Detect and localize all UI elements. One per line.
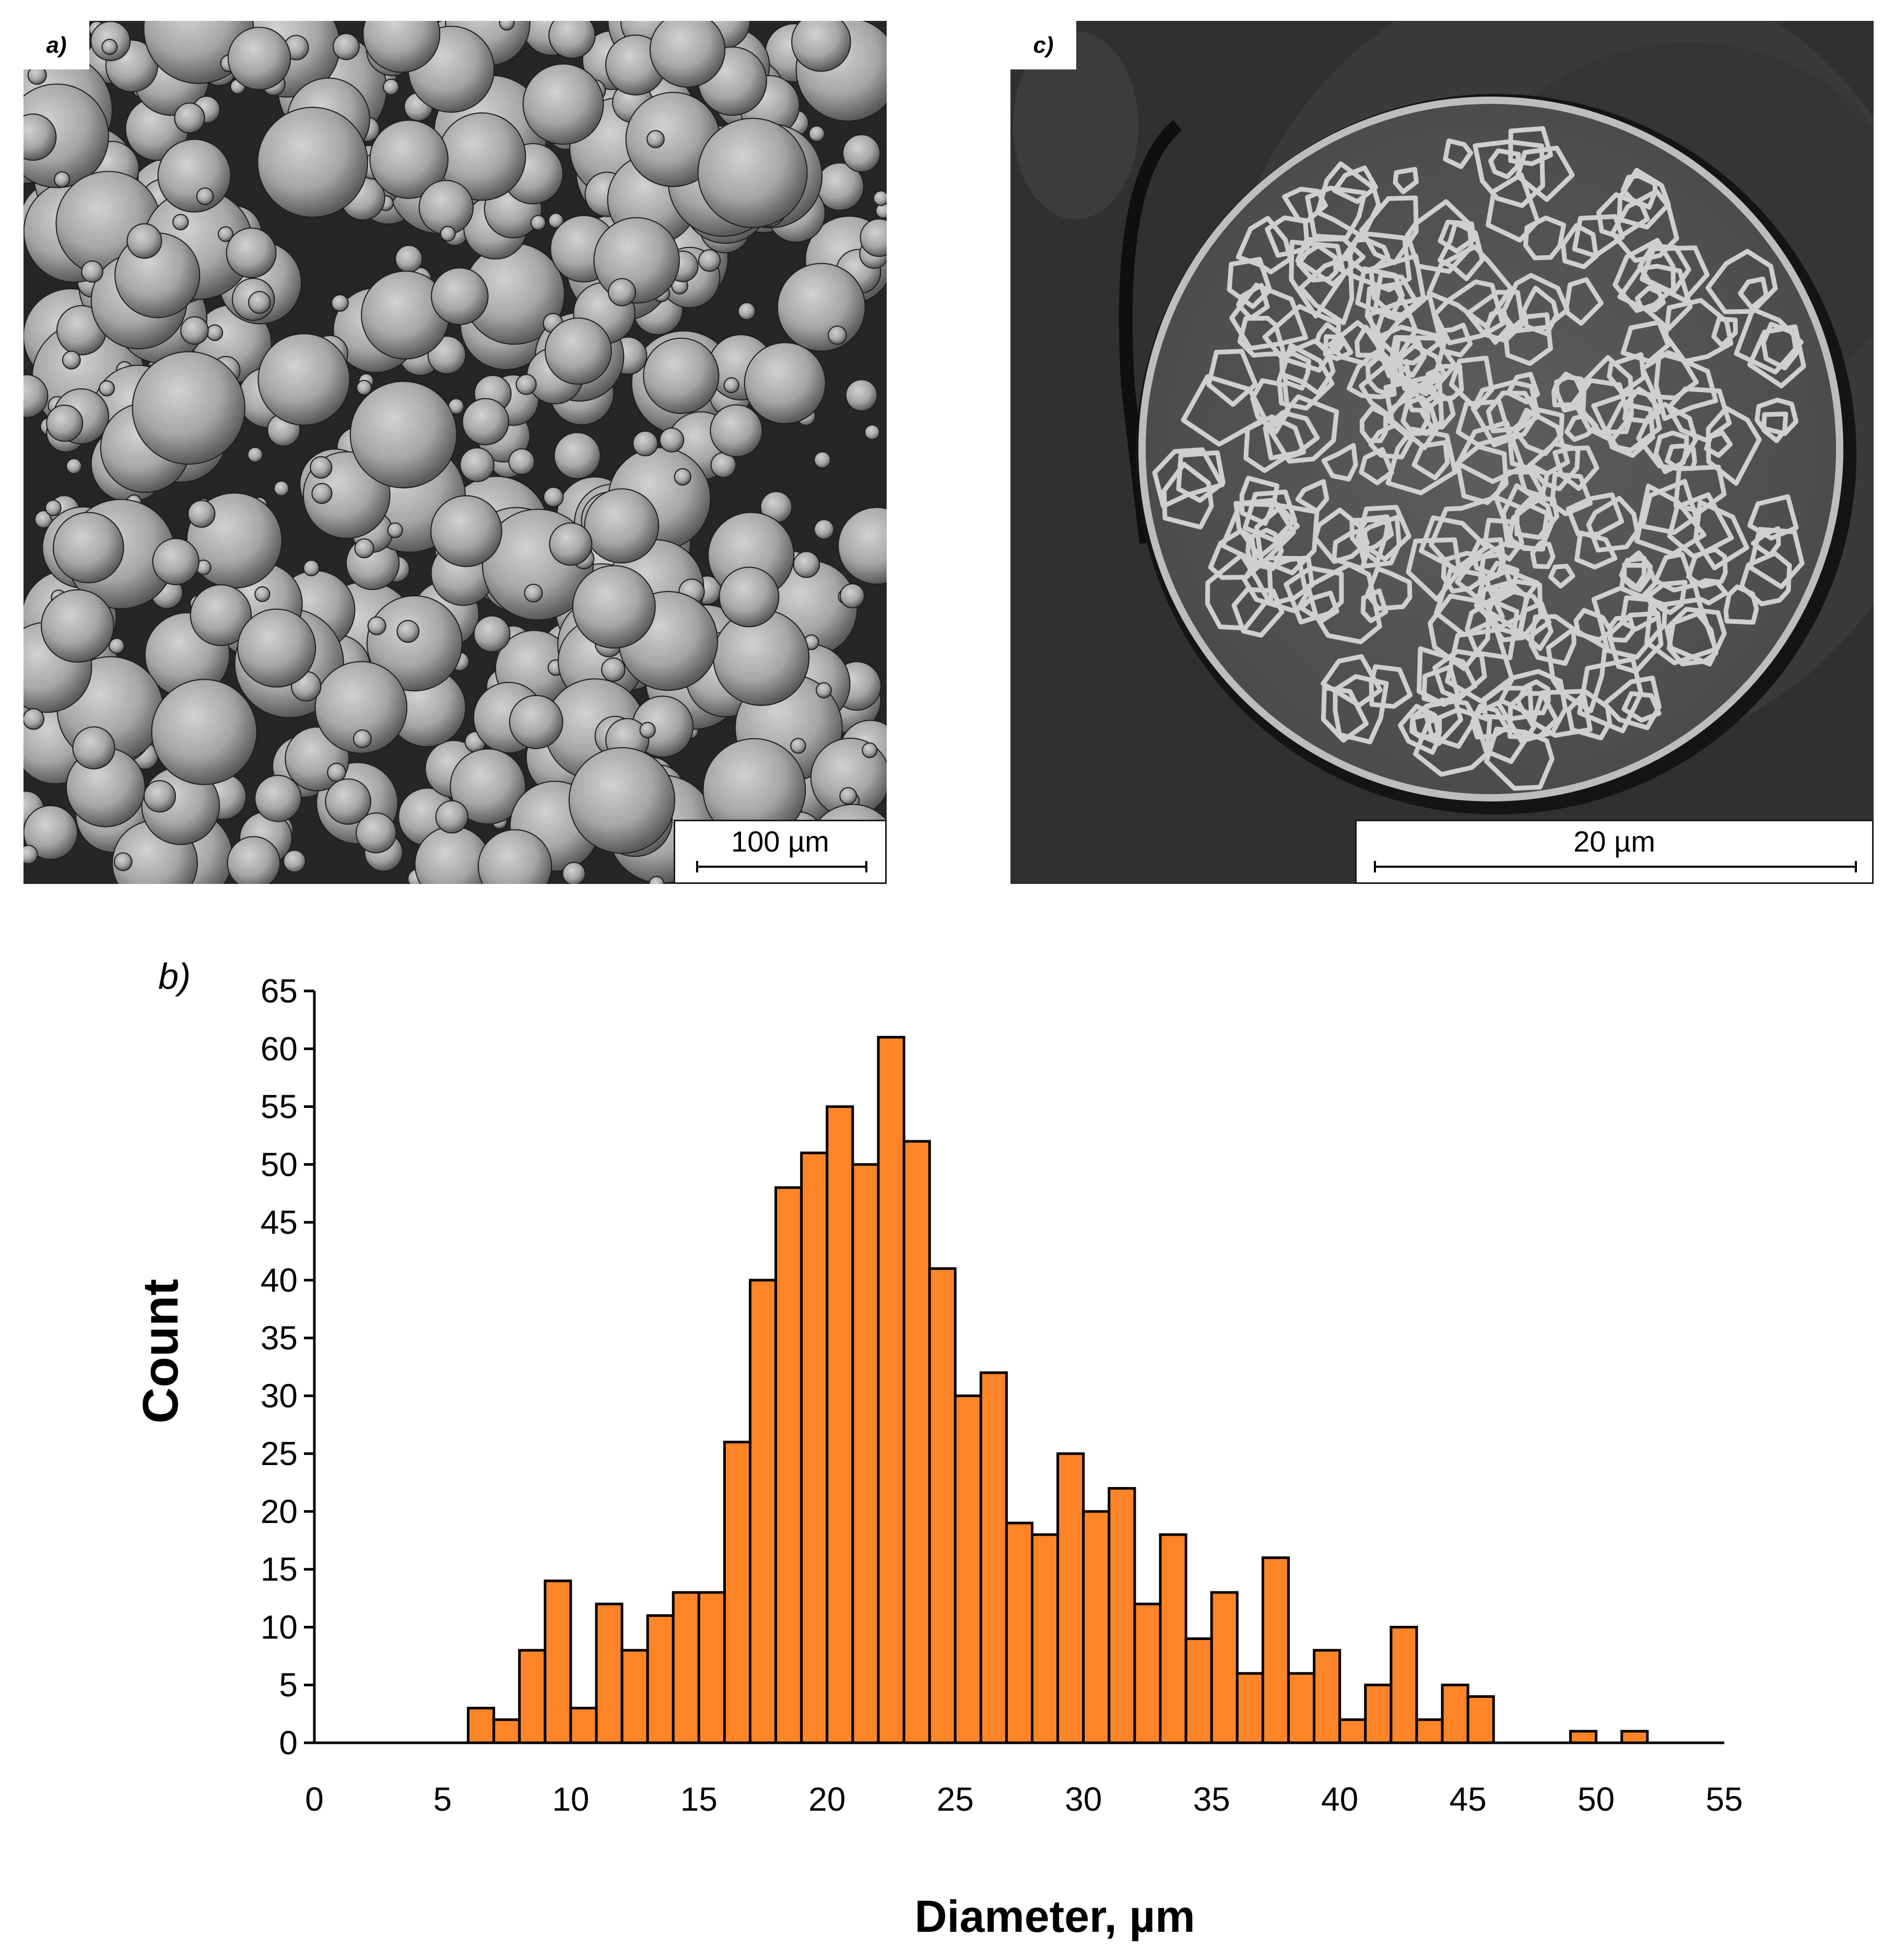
- histogram-bar: [1133, 1602, 1162, 1744]
- x-tick-label: 10: [552, 1780, 589, 1818]
- histogram-bar: [1287, 1672, 1316, 1744]
- histogram-bar: [774, 1186, 803, 1744]
- histogram-bar: [826, 1105, 854, 1744]
- histogram-bar: [749, 1279, 778, 1744]
- histogram-bars: [467, 1036, 1649, 1744]
- histogram-bar: [620, 1649, 649, 1744]
- histogram-bar: [1056, 1452, 1085, 1744]
- x-tick-label: 5: [433, 1780, 452, 1818]
- y-tick-label: 10: [261, 1608, 298, 1646]
- scale-bar-a-label: 100 µm: [731, 825, 829, 858]
- histogram-bar: [1466, 1695, 1495, 1744]
- histogram-bar: [569, 1707, 598, 1744]
- x-tick-label: 0: [305, 1780, 324, 1818]
- y-tick-label: 55: [261, 1088, 298, 1126]
- histogram-bar: [1364, 1683, 1393, 1744]
- x-tick-label: 50: [1578, 1780, 1615, 1818]
- x-tick-label: 15: [680, 1780, 717, 1818]
- x-tick-label: 40: [1321, 1780, 1358, 1818]
- histogram-bar: [697, 1591, 726, 1744]
- panel-b-label: b): [158, 956, 191, 997]
- histogram-bar: [1184, 1637, 1213, 1744]
- x-tick-label: 45: [1449, 1780, 1486, 1818]
- y-tick-label: 65: [261, 972, 298, 1010]
- histogram-bar: [954, 1394, 982, 1744]
- diameter-histogram: 0 5 10 15 20 25 30 35 40 45 50 55 60 65 0 5 10 15 20 25 30 3…: [133, 972, 1743, 1942]
- histogram-bar: [1569, 1730, 1598, 1744]
- histogram-bar: [1210, 1591, 1239, 1744]
- histogram-bar: [902, 1140, 931, 1744]
- y-tick-label: 60: [261, 1030, 298, 1068]
- y-tick-label: 20: [261, 1493, 298, 1530]
- histogram-bar: [979, 1371, 1008, 1744]
- histogram-bar: [1108, 1487, 1136, 1744]
- histogram-bar: [851, 1163, 880, 1744]
- x-axis: 0 5 10 15 20 25 30 35 40 45 50 55: [305, 1741, 1743, 1818]
- histogram-bar: [1313, 1649, 1342, 1744]
- histogram-bar: [1390, 1625, 1418, 1744]
- particle-micrograph: [23, 21, 887, 884]
- x-tick-label: 30: [1065, 1780, 1102, 1818]
- histogram-bar: [1031, 1533, 1060, 1744]
- x-axis-label: Diameter, µm: [914, 1892, 1195, 1942]
- histogram-bar: [595, 1602, 624, 1744]
- x-tick-label: 25: [937, 1780, 974, 1818]
- histogram-bar: [1159, 1533, 1187, 1744]
- histogram-bar: [1415, 1718, 1444, 1744]
- histogram-bar: [1441, 1683, 1469, 1744]
- sem-image-panel-c: c) 20 µm: [1010, 21, 1874, 884]
- histogram-bar: [928, 1267, 957, 1744]
- histogram-bar: [492, 1718, 521, 1744]
- histogram-bar: [800, 1151, 829, 1744]
- y-tick-label: 5: [279, 1666, 298, 1704]
- x-tick-label: 20: [808, 1780, 845, 1818]
- y-tick-label: 15: [261, 1551, 298, 1588]
- histogram-bar: [877, 1036, 905, 1744]
- y-axis: 0 5 10 15 20 25 30 35 40 45 50 55 60 65: [261, 972, 316, 1762]
- y-axis-label: Count: [133, 1279, 189, 1423]
- y-tick-label: 30: [261, 1377, 298, 1414]
- scale-bar-c: 20 µm: [1355, 820, 1874, 884]
- x-tick-label: 35: [1193, 1780, 1230, 1818]
- histogram-bar: [1082, 1510, 1111, 1744]
- y-tick-label: 0: [279, 1724, 298, 1762]
- cross-section-micrograph: [1013, 21, 1874, 814]
- sem-image-panel-a: a) 100 µm: [23, 21, 887, 884]
- histogram-bar: [1236, 1672, 1264, 1744]
- panel-c-label: c): [1010, 21, 1076, 69]
- histogram-bar: [1261, 1556, 1290, 1744]
- y-tick-label: 35: [261, 1319, 298, 1357]
- y-tick-label: 50: [261, 1146, 298, 1183]
- scale-bar-c-label: 20 µm: [1573, 825, 1655, 858]
- histogram-bar: [544, 1579, 572, 1744]
- scale-bar-a: 100 µm: [674, 820, 887, 884]
- histogram-bar: [467, 1707, 496, 1744]
- histogram-bar: [1338, 1718, 1367, 1744]
- panel-a-label: a): [23, 21, 89, 69]
- histogram-bar: [723, 1441, 752, 1744]
- histogram-bar: [672, 1591, 700, 1744]
- histogram-bar: [518, 1649, 547, 1744]
- histogram-bar: [646, 1614, 675, 1744]
- y-tick-label: 40: [261, 1261, 298, 1299]
- y-tick-label: 45: [261, 1203, 298, 1241]
- histogram-bar: [1620, 1730, 1649, 1744]
- y-tick-label: 25: [261, 1435, 298, 1472]
- histogram-bar: [1005, 1521, 1034, 1744]
- x-tick-label: 55: [1705, 1780, 1743, 1818]
